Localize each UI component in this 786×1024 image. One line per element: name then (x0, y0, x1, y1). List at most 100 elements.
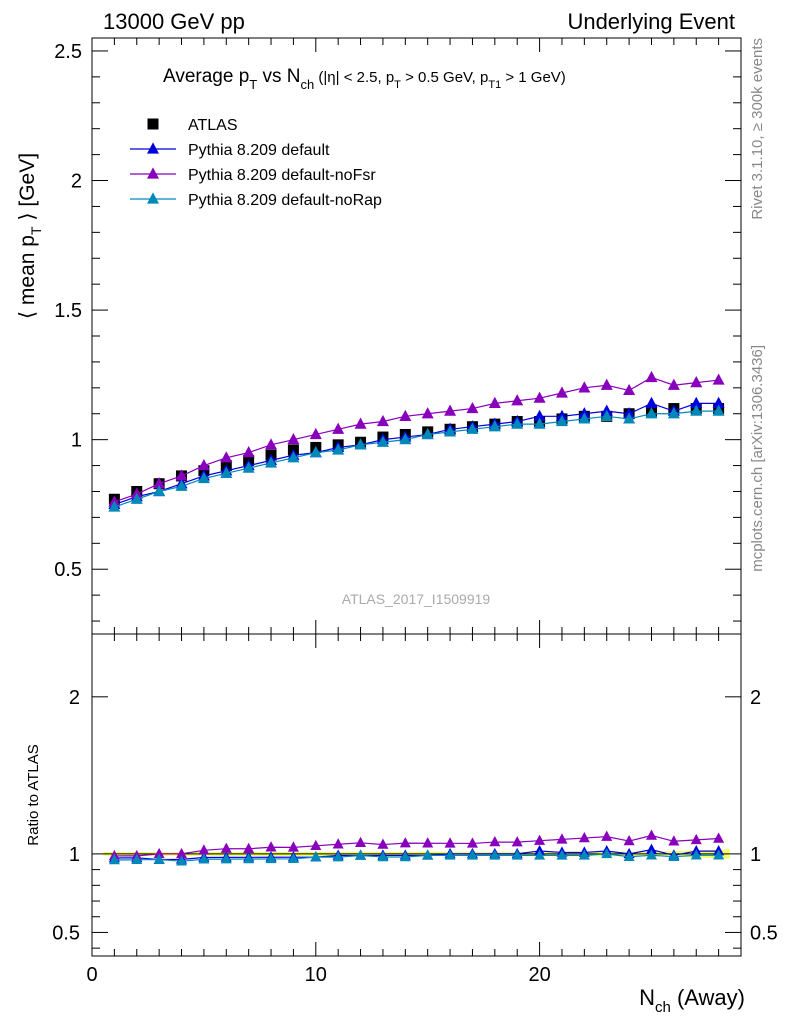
ratio-y-tick-label: 1 (69, 844, 80, 866)
ratio-point (601, 830, 613, 841)
legend-label: ATLAS (188, 117, 238, 134)
data-point (578, 381, 591, 393)
ratio-point (466, 849, 478, 860)
data-point (332, 443, 345, 455)
data-point (399, 409, 412, 421)
data-point (354, 417, 367, 429)
ratio-point (176, 847, 188, 859)
data-point (555, 386, 568, 398)
ratio-point (623, 835, 635, 846)
data-point (421, 427, 434, 440)
header-right: Underlying Event (567, 9, 735, 34)
ratio-point (399, 837, 411, 848)
data-point (399, 433, 412, 445)
data-point (488, 420, 501, 432)
series-line (114, 410, 719, 508)
ratio-point (444, 837, 456, 848)
series-line (114, 376, 719, 503)
x-axis-label: Nch (Away) (639, 985, 745, 1016)
ratio-point (355, 836, 367, 848)
ratio-point (601, 847, 613, 859)
data-point (533, 417, 546, 429)
ratio-point (198, 853, 210, 864)
ratio-point (265, 852, 277, 864)
ratio-point (444, 849, 456, 860)
ratio-y-tick-label: 1 (750, 844, 761, 866)
y-tick-label: 1 (71, 430, 82, 452)
ratio-point (176, 855, 188, 866)
mcplots-label: mcplots.cern.ch [arXiv:1306.3436] (749, 345, 766, 572)
data-point (600, 378, 613, 390)
ratio-line (114, 853, 719, 862)
data-point (220, 451, 233, 463)
data-point (511, 394, 524, 406)
ratio-point (265, 841, 277, 852)
data-point (623, 412, 636, 424)
data-point (421, 407, 434, 419)
data-point (444, 404, 457, 416)
series-group (108, 370, 725, 866)
ratio-band (103, 849, 730, 859)
data-point (220, 466, 233, 478)
ratio-point (287, 852, 299, 864)
data-point (533, 391, 546, 403)
ratio-point (220, 842, 232, 853)
ratio-point (131, 853, 143, 865)
legend-marker (147, 192, 159, 204)
ratio-point (108, 853, 120, 865)
ratio-line (114, 834, 719, 857)
ratio-point (220, 853, 232, 864)
ratio-point (422, 837, 434, 848)
analysis-watermark: ATLAS_2017_I1509919 (342, 591, 491, 607)
y-tick-label: 0.5 (54, 559, 82, 581)
ratio-point (511, 836, 523, 847)
ratio-point (556, 833, 568, 844)
legend-marker (147, 118, 159, 130)
ratio-point (713, 832, 725, 843)
y-axis-label: ⟨ mean pT ⟩ [GeV] (16, 153, 44, 319)
ratio-point (399, 850, 411, 862)
axis-ticks: 0 10 20 0.5 1 1.5 2 2.5 0.5 0.5 1 1 2 2 (52, 38, 778, 986)
data-point (309, 446, 322, 458)
ratio-point (377, 838, 389, 849)
data-point (511, 417, 524, 429)
data-point (287, 433, 300, 445)
y-tick-label: 1.5 (54, 300, 82, 322)
data-point (533, 409, 546, 421)
rivet-label: Rivet 3.1.10, ≥ 300k events (749, 38, 766, 220)
data-point (354, 438, 367, 450)
ratio-point (556, 849, 568, 860)
legend-marker (147, 142, 159, 154)
data-point (712, 373, 725, 385)
data-point (690, 396, 703, 408)
legend-label: Pythia 8.209 default-noFsr (188, 167, 376, 184)
data-point (376, 435, 389, 447)
y-tick-label: 2 (71, 171, 82, 193)
ratio-y-tick-label: 2 (750, 687, 761, 709)
data-point (466, 422, 479, 434)
data-point (153, 477, 166, 489)
x-tick-label: 20 (528, 964, 550, 986)
ratio-y-tick-label: 2 (69, 687, 80, 709)
ratio-y-tick-label: 0.5 (750, 922, 778, 944)
series-3 (108, 404, 725, 866)
data-point (712, 404, 725, 416)
x-tick-label: 10 (305, 964, 327, 986)
data-point (578, 412, 591, 424)
ratio-point (668, 850, 680, 861)
data-point (153, 484, 166, 497)
data-point (645, 370, 658, 383)
legend: ATLAS Pythia 8.209 default Pythia 8.209 de… (130, 117, 382, 209)
ratio-point (645, 849, 657, 860)
ratio-point (690, 833, 702, 845)
ratio-point (578, 832, 590, 843)
ratio-y-tick-label: 0.5 (52, 922, 80, 944)
ratio-point (310, 851, 322, 862)
ratio-point (668, 835, 680, 846)
ratio-frame (91, 633, 742, 957)
ratio-point (198, 844, 210, 855)
data-point (667, 407, 680, 419)
ratio-point (489, 835, 501, 847)
ratio-point (287, 841, 299, 852)
data-point (242, 461, 255, 473)
